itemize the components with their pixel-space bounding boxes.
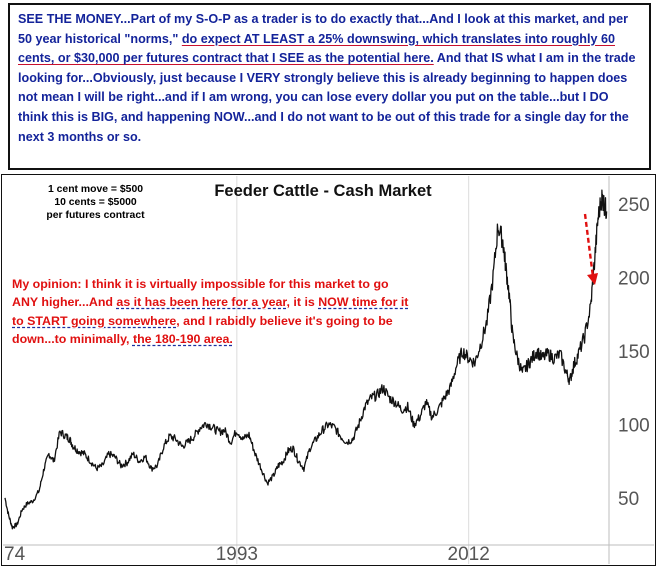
contract-note-line2: 10 cents = $5000 (54, 197, 137, 208)
contract-note-line1: 1 cent move = $500 (47, 184, 144, 195)
contract-note-line3: per futures contract (46, 210, 145, 221)
commentary-underlined-text: do expect AT LEAST a 25% downswing, whic… (18, 31, 615, 66)
x-tick-label: 1993 (216, 544, 258, 565)
commentary-text: SEE THE MONEY...Part of my S-O-P as a tr… (18, 12, 629, 46)
opinion-underline-2: NOW time for it to START going somewhere (12, 295, 409, 328)
opinion-text-2: , it is (286, 295, 319, 310)
x-tick-label: 74 (4, 544, 26, 565)
commentary-box: SEE THE MONEY...Part of my S-O-P as a tr… (8, 3, 651, 170)
chart-title: Feeder Cattle - Cash Market (214, 182, 432, 200)
opinion-text: My opinion: I think it is virtually impo… (12, 277, 389, 310)
opinion-underline-1: as it has been here for a year (116, 295, 287, 310)
y-tick-label: 200 (618, 269, 650, 290)
contract-note: 1 cent move = $500 10 cents = $5000 per … (8, 183, 183, 222)
downtrend-arrow-icon (583, 213, 598, 285)
chart-frame: 50 100 150 200 250 74 1993 2012 Feeder Cattle … (0, 173, 657, 567)
commentary-text-continued: And that IS what I am in the trade looki… (18, 51, 636, 144)
x-tick-label: 2012 (448, 544, 490, 565)
opinion-note: My opinion: I think it is virtually impo… (12, 275, 412, 348)
y-tick-label: 100 (618, 415, 650, 436)
price-chart: 50 100 150 200 250 74 1993 2012 Feeder Cattle … (0, 173, 657, 567)
y-tick-label: 250 (618, 195, 650, 216)
y-tick-label: 50 (618, 489, 639, 510)
opinion-text-3: , and I rabidly believe it's going to be… (12, 313, 393, 346)
opinion-underline-3: the 180-190 area. (132, 331, 233, 346)
y-tick-label: 150 (618, 342, 650, 363)
price-line (4, 189, 608, 530)
